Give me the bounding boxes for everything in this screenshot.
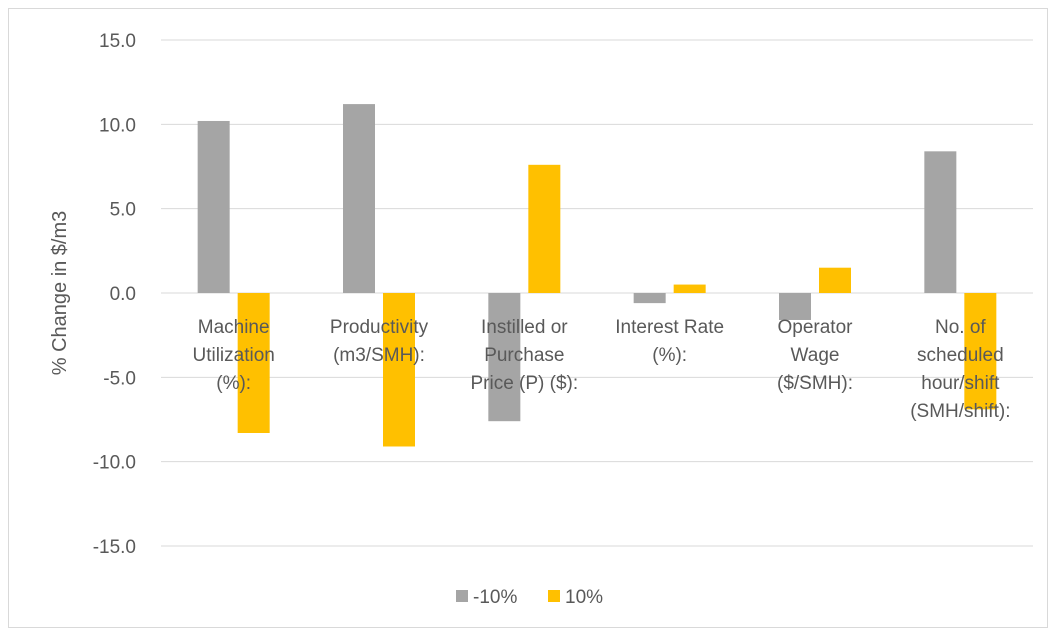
y-tick-label: -5.0 [103, 368, 136, 389]
y-tick-label: -15.0 [93, 537, 136, 558]
x-category-label: Operator Wage ($/SMH): [777, 317, 853, 394]
bar-10pct-5 [964, 293, 997, 410]
bar-10pct-2 [528, 164, 561, 293]
bar-neg10pct-4 [779, 293, 811, 320]
bar-neg10pct-1 [343, 104, 375, 294]
chart-frame: 15.0 10.0 5.0 0.0 -5.0 -10.0 -15.0 % Change in … [8, 8, 1048, 628]
bar-neg10pct-2 [488, 293, 521, 422]
legend-label: 10% [565, 587, 603, 608]
legend-label: -10% [473, 587, 517, 608]
y-tick-label: -10.0 [93, 453, 136, 474]
bar-neg10pct-0 [197, 120, 230, 294]
bar-10pct-1 [383, 293, 415, 447]
y-tick-label: 5.0 [110, 200, 136, 221]
x-category-label: Machine Utilization (%): [192, 317, 274, 394]
bar-10pct-0 [237, 293, 270, 433]
x-category-label: Interest Rate (%): [615, 317, 724, 366]
x-category-label: Instilled or Purchase Price (P) ($): [470, 317, 578, 394]
bar-neg10pct-3 [633, 293, 666, 304]
x-category-label: Productivity (m3/SMH): [330, 317, 429, 366]
legend-swatch [548, 590, 560, 602]
y-axis-label: % Change in $/m3 [49, 211, 71, 376]
y-tick-label: 0.0 [110, 284, 136, 305]
bar-10pct-3 [673, 284, 706, 293]
x-category-label: No. of scheduled hour/shift (SMH/shift): [910, 317, 1010, 422]
bar-neg10pct-5 [924, 151, 957, 293]
bar-chart: 15.0 10.0 5.0 0.0 -5.0 -10.0 -15.0 % Change in … [49, 31, 1033, 608]
y-tick-label: 10.0 [99, 115, 136, 136]
y-tick-label: 15.0 [99, 31, 136, 52]
legend-swatch [456, 590, 468, 602]
bar-10pct-4 [819, 267, 851, 293]
